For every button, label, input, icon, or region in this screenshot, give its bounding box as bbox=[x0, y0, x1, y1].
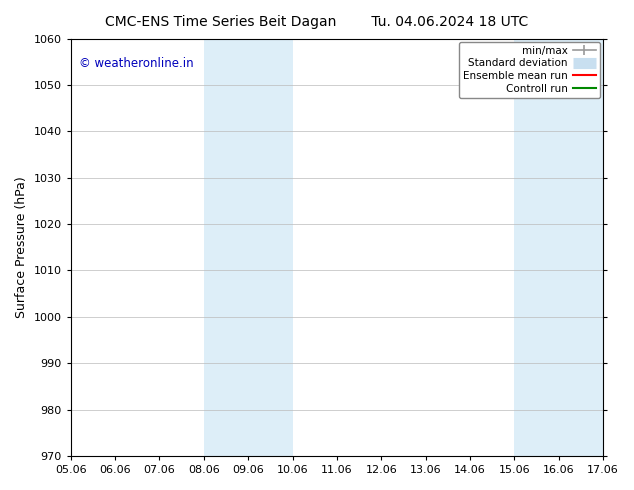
Bar bbox=[514, 39, 603, 456]
Text: CMC-ENS Time Series Beit Dagan        Tu. 04.06.2024 18 UTC: CMC-ENS Time Series Beit Dagan Tu. 04.06… bbox=[105, 15, 529, 29]
Text: © weatheronline.in: © weatheronline.in bbox=[79, 57, 193, 71]
Y-axis label: Surface Pressure (hPa): Surface Pressure (hPa) bbox=[15, 176, 28, 318]
Legend: min/max, Standard deviation, Ensemble mean run, Controll run: min/max, Standard deviation, Ensemble me… bbox=[459, 42, 600, 98]
Bar bbox=[204, 39, 292, 456]
